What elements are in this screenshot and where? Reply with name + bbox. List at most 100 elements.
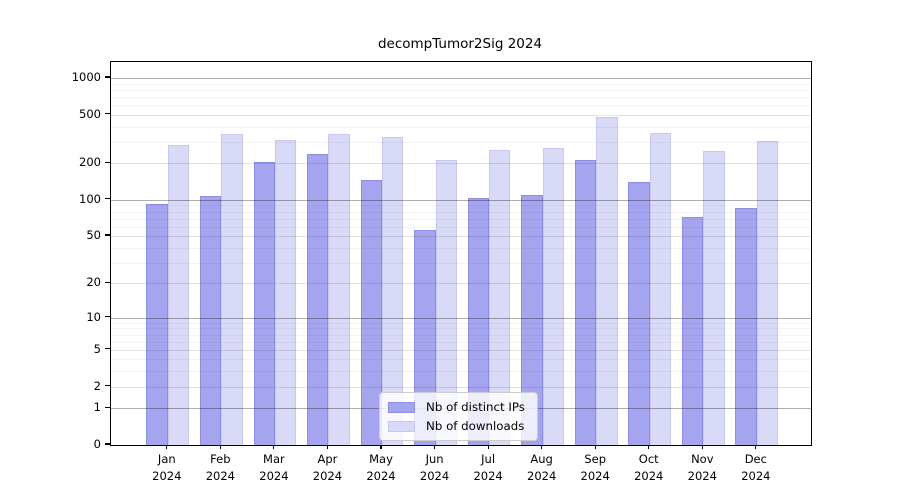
y-tick-mark [105, 385, 110, 387]
plot-area [110, 61, 812, 446]
gridline-minor [111, 334, 811, 336]
chart-title: decompTumor2Sig 2024 [377, 36, 543, 52]
bar-distinct-ips [467, 197, 490, 445]
y-tick-label: 1 [93, 400, 101, 415]
bar-distinct-ips [146, 204, 168, 445]
x-tick-year: 2024 [687, 468, 717, 483]
bar-downloads [542, 147, 565, 445]
x-tick-mark [594, 445, 596, 450]
bar-downloads [649, 132, 672, 445]
legend: Nb of distinct IPs Nb of downloads [379, 392, 538, 441]
gridline-minor [111, 262, 811, 264]
legend-item-distinct-ips: Nb of distinct IPs [388, 400, 525, 414]
x-tick-mark [219, 445, 221, 450]
x-tick-label: Sep 2024 [565, 451, 625, 484]
bar-downloads [274, 140, 297, 445]
bar-distinct-ips [199, 195, 222, 445]
gridline-minor [111, 211, 811, 213]
bar-downloads [435, 159, 457, 445]
bar-downloads [328, 133, 350, 445]
x-tick-label: Feb 2024 [190, 451, 250, 484]
legend-item-downloads: Nb of downloads [388, 419, 525, 433]
bar-distinct-ips [307, 154, 329, 445]
gridline-minor [111, 247, 811, 249]
gridline-minor [111, 96, 811, 98]
y-tick-label: 0 [93, 437, 101, 451]
legend-label-downloads: Nb of downloads [426, 419, 525, 433]
x-tick-label: Oct 2024 [619, 451, 679, 484]
y-tick-label: 100 [79, 191, 101, 206]
y-tick-label: 1000 [71, 69, 101, 84]
x-tick-year: 2024 [580, 468, 610, 483]
gridline [111, 236, 811, 238]
y-tick-label: 50 [86, 228, 101, 243]
gridline-major [111, 317, 811, 319]
bar-downloads [756, 140, 779, 445]
bar-distinct-ips [521, 194, 543, 445]
x-tick-year: 2024 [152, 468, 182, 483]
x-tick-mark [648, 445, 650, 450]
x-tick-year: 2024 [205, 468, 235, 483]
gridline-minor [111, 359, 811, 361]
bar-downloads [596, 117, 618, 445]
y-tick-mark [105, 315, 110, 318]
bar-distinct-ips [360, 179, 382, 445]
bar-distinct-ips [735, 208, 757, 445]
x-tick-mark [326, 445, 329, 450]
y-tick-mark [105, 406, 110, 408]
y-tick-mark [105, 234, 110, 236]
x-tick-label: Aug 2024 [512, 451, 572, 484]
y-tick-label: 500 [79, 106, 101, 121]
x-tick-year: 2024 [419, 468, 450, 483]
legend-swatch-downloads [388, 420, 415, 432]
x-tick-mark [166, 445, 168, 450]
bar-distinct-ips [253, 161, 275, 445]
x-tick-label: Apr 2024 [297, 451, 357, 484]
x-tick-mark [701, 445, 703, 450]
gridline-minor [111, 328, 811, 330]
legend-label-distinct-ips: Nb of distinct IPs [426, 400, 525, 414]
gridline-major [111, 199, 811, 201]
gridline-major [111, 77, 811, 79]
y-tick-label: 10 [86, 309, 101, 324]
gridline-minor [111, 89, 811, 91]
x-tick-label: Mar 2024 [244, 451, 304, 484]
x-tick-label: Jul 2024 [458, 451, 518, 484]
gridline [111, 349, 811, 351]
gridline-minor [111, 371, 811, 373]
gridline [111, 386, 811, 388]
gridline-minor [111, 205, 811, 207]
x-tick-year: 2024 [527, 468, 557, 483]
x-tick-mark [755, 445, 757, 450]
bar-downloads [703, 150, 725, 445]
y-tick-mark [105, 161, 110, 163]
x-tick-year: 2024 [312, 468, 343, 483]
gridline-minor [111, 126, 811, 128]
y-tick-label: 2 [93, 378, 101, 393]
y-tick-mark [105, 348, 110, 350]
gridline [111, 163, 811, 165]
bar-distinct-ips [628, 182, 650, 445]
gridline-minor [111, 341, 811, 343]
gridline-minor [111, 226, 811, 228]
x-tick-label: Jan 2024 [137, 451, 197, 484]
bar-distinct-ips [414, 230, 436, 445]
y-tick-mark [105, 281, 110, 283]
x-tick-year: 2024 [741, 468, 771, 483]
bar-downloads [221, 133, 243, 445]
x-tick-label: Dec 2024 [726, 451, 786, 484]
gridline [111, 283, 811, 285]
y-tick-label: 20 [86, 275, 101, 290]
x-tick-mark [380, 445, 382, 450]
x-tick-mark [273, 445, 275, 450]
bar-downloads [382, 136, 404, 445]
x-tick-label: Jun 2024 [405, 451, 465, 484]
y-tick-label: 200 [79, 155, 101, 170]
x-tick-mark [433, 445, 436, 450]
x-tick-mark [541, 445, 543, 450]
bar-downloads [489, 149, 511, 445]
x-tick-year: 2024 [634, 468, 664, 483]
bar-downloads [167, 144, 190, 445]
x-tick-label: Nov 2024 [672, 451, 732, 484]
